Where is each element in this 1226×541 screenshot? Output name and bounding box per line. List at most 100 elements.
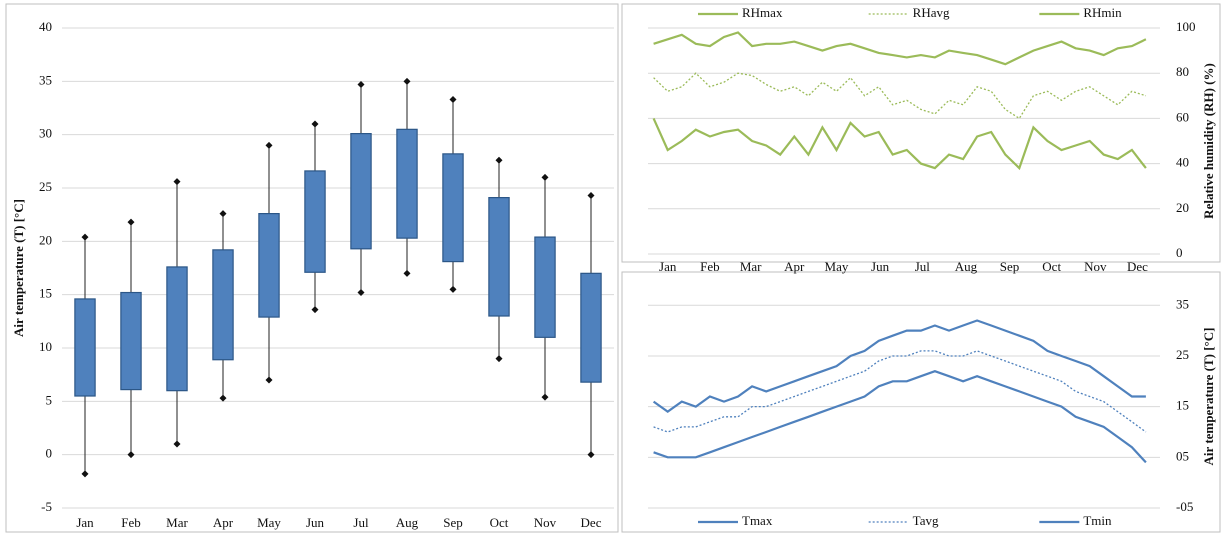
x-tick-label: Oct [1042,259,1061,274]
x-tick-label: Nov [534,515,557,530]
whisker-end [127,218,135,226]
box [442,153,464,263]
y-tick-label: 60 [1176,109,1189,124]
x-tick-label: Mar [166,515,188,530]
box [258,213,280,318]
y-axis-label: Relative humidity (RH) (%) [1201,63,1216,219]
x-tick-label: Aug [955,259,978,274]
x-tick-label: Dec [1127,259,1148,274]
box [396,128,418,239]
y-axis-label: Air temperature (T) [°C] [11,199,26,337]
x-tick-label: Jul [915,259,931,274]
whisker-end [81,470,89,478]
x-tick-label: Jan [659,259,677,274]
legend-label: Tavg [913,513,939,528]
y-tick-label: 20 [39,232,52,247]
y-tick-label: 25 [39,179,52,194]
y-tick-label: 10 [39,339,52,354]
series-line [653,350,1147,433]
whisker-end [449,95,457,103]
x-tick-label: Jun [871,259,890,274]
whisker-end [357,81,365,89]
x-tick-label: Jun [306,515,325,530]
legend-label: RHmax [742,5,783,20]
x-tick-label: Apr [213,515,234,530]
whisker-end [311,120,319,128]
whisker-end [219,394,227,402]
x-tick-label: Aug [396,515,419,530]
whisker-end [495,355,503,363]
y-tick-label: -05 [1176,499,1193,514]
whisker-end [495,156,503,164]
x-tick-label: Feb [121,515,141,530]
y-tick-label: 05 [1176,448,1189,463]
x-tick-label: Sep [443,515,463,530]
whisker-end [265,376,273,384]
whisker-end [311,306,319,314]
whisker-end [173,440,181,448]
box [488,197,510,317]
y-tick-label: 80 [1176,64,1189,79]
x-tick-label: Jan [76,515,94,530]
box [534,236,556,338]
y-tick-label: -5 [41,499,52,514]
box [120,291,142,391]
whisker-end [587,191,595,199]
box [212,249,234,361]
series-line [652,319,1146,414]
legend-label: Tmin [1083,513,1112,528]
y-tick-label: 20 [1176,200,1189,215]
y-tick-label: 30 [39,126,52,141]
whisker-end [81,233,89,241]
series-line [653,370,1147,464]
series-line [653,72,1147,120]
whisker-end [541,173,549,181]
whisker-end [587,451,595,459]
y-tick-label: 40 [39,19,52,34]
y-tick-label: 35 [39,72,52,87]
y-tick-label: 0 [46,446,53,461]
x-tick-label: Nov [1084,259,1107,274]
y-tick-label: 15 [39,286,52,301]
y-axis-label: Air temperature (T) [°C] [1201,328,1216,466]
y-tick-label: 0 [1176,245,1183,260]
y-tick-label: 5 [46,392,53,407]
x-tick-label: Dec [581,515,602,530]
x-tick-label: Jul [353,515,369,530]
y-tick-label: 15 [1176,398,1189,413]
panel-border [621,271,1221,533]
panel-border [5,3,619,533]
legend-label: RHmin [1083,5,1122,20]
x-tick-label: Mar [740,259,762,274]
x-tick-label: Sep [1000,259,1020,274]
box [166,266,188,392]
whisker-end [127,451,135,459]
whisker-end [265,141,273,149]
x-tick-label: Feb [700,259,720,274]
y-tick-label: 100 [1176,19,1196,34]
box [350,133,372,250]
box [580,272,602,383]
y-tick-label: 25 [1176,347,1189,362]
box [304,170,326,273]
legend-label: RHavg [913,5,950,20]
whisker-end [219,210,227,218]
x-tick-label: Apr [784,259,805,274]
whisker-end [357,289,365,297]
whisker-end [449,285,457,293]
whisker-end [403,77,411,85]
whisker-end [173,178,181,186]
x-tick-label: Oct [490,515,509,530]
series-line [653,31,1147,66]
series-line [652,117,1147,171]
whisker-end [403,269,411,277]
panel-border [621,3,1221,263]
y-tick-label: 40 [1176,155,1189,170]
x-tick-label: May [257,515,281,530]
x-tick-label: May [825,259,849,274]
box [74,298,96,397]
legend-label: Tmax [742,513,773,528]
whisker-end [541,393,549,401]
y-tick-label: 35 [1176,296,1189,311]
